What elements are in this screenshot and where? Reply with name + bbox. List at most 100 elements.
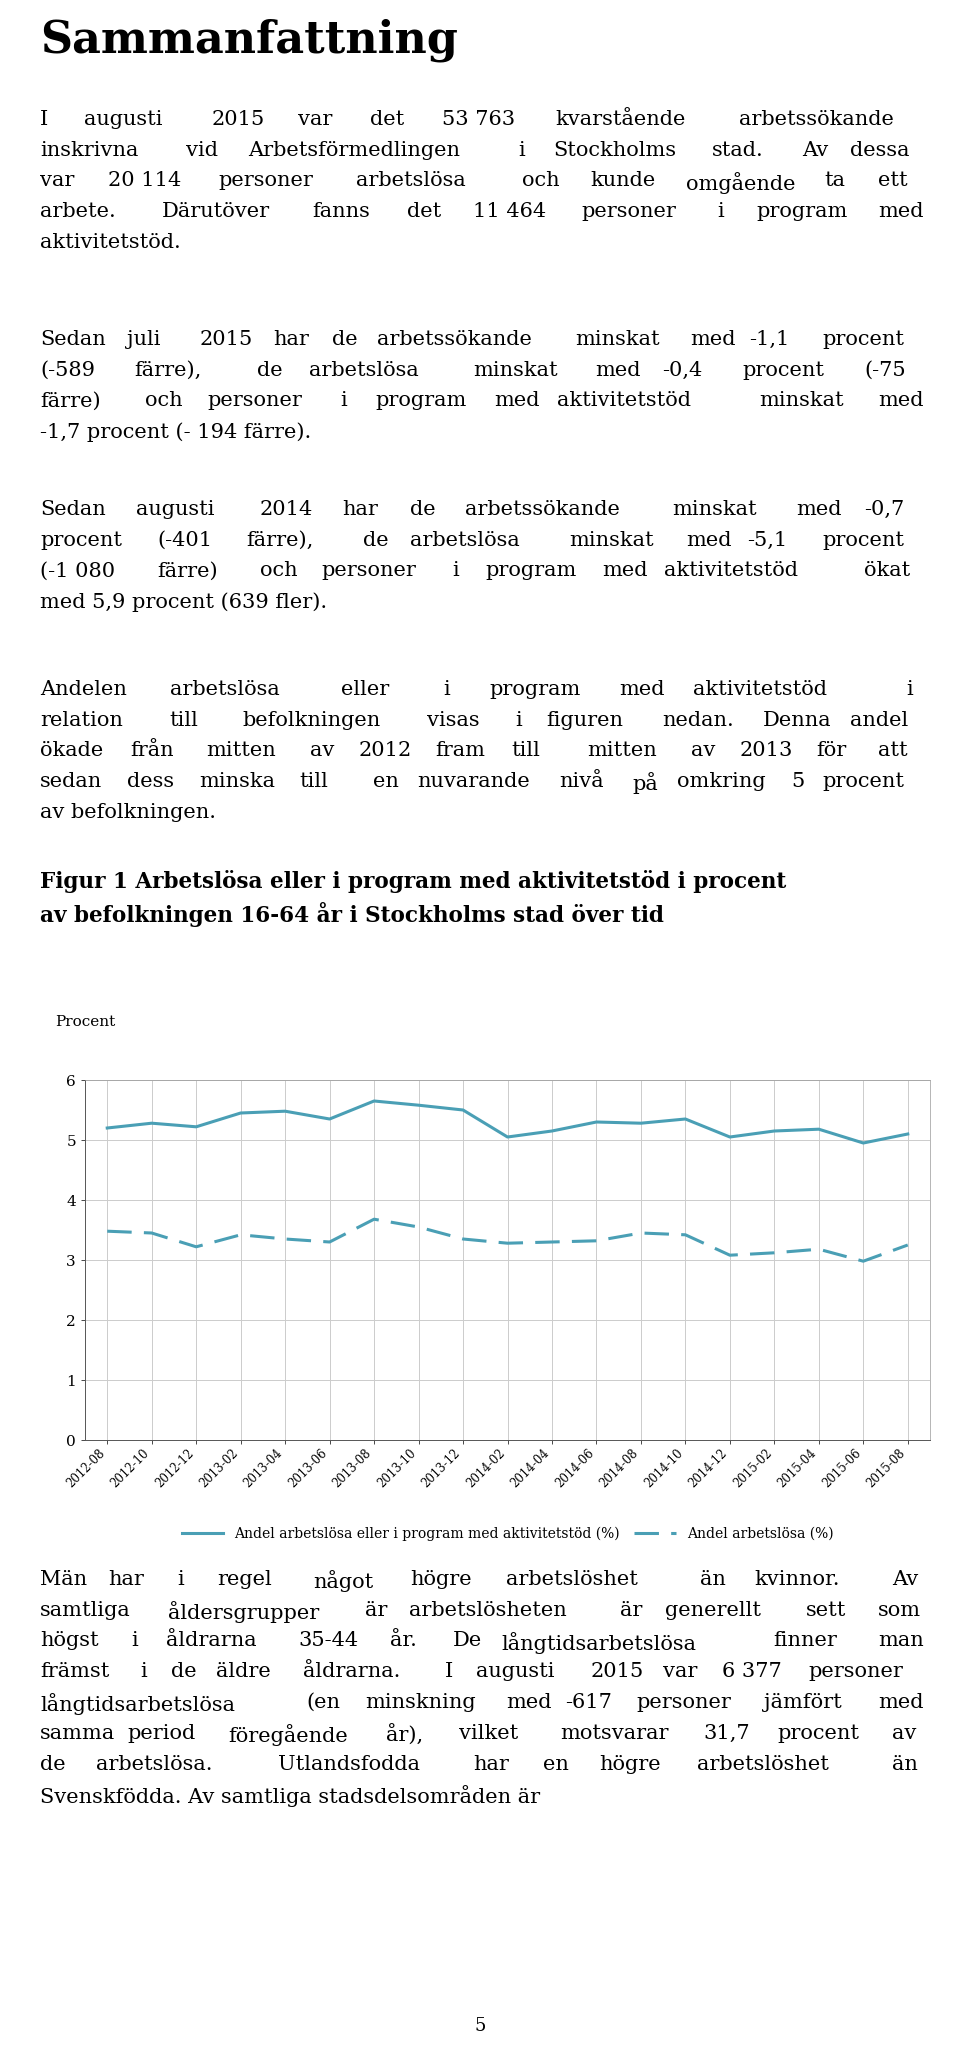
Text: mitten: mitten: [588, 741, 657, 760]
Text: en: en: [542, 1755, 568, 1774]
Text: augusti: augusti: [84, 109, 163, 128]
Text: personer: personer: [218, 171, 313, 190]
Text: arbetslösa.: arbetslösa.: [96, 1755, 213, 1774]
Text: dessa: dessa: [851, 140, 910, 159]
Text: inskrivna: inskrivna: [40, 140, 138, 159]
Text: i: i: [518, 140, 525, 159]
Text: minskat: minskat: [576, 330, 660, 349]
Text: 2015: 2015: [212, 109, 265, 128]
Text: högre: högre: [410, 1569, 471, 1588]
Text: vid: vid: [185, 140, 218, 159]
Text: långtidsarbetslösa: långtidsarbetslösa: [502, 1631, 697, 1654]
Text: finner: finner: [774, 1631, 837, 1650]
Text: arbetslösa: arbetslösa: [356, 171, 466, 190]
Text: jämfört: jämfört: [764, 1693, 842, 1712]
Text: befolkningen: befolkningen: [243, 710, 381, 729]
Text: med: med: [494, 392, 540, 411]
Text: aktivitetstöd.: aktivitetstöd.: [40, 233, 180, 252]
Text: de: de: [172, 1662, 197, 1681]
Text: 35-44: 35-44: [299, 1631, 359, 1650]
Text: i: i: [140, 1662, 147, 1681]
Text: nedan.: nedan.: [661, 710, 733, 729]
Text: kvarstående: kvarstående: [556, 109, 686, 128]
Text: -1,7 procent (- 194 färre).: -1,7 procent (- 194 färre).: [40, 421, 311, 442]
Text: arbetslösa: arbetslösa: [170, 679, 279, 698]
Text: Av: Av: [803, 140, 828, 159]
Text: Figur 1 Arbetslösa eller i program med aktivitetstöd i procent: Figur 1 Arbetslösa eller i program med a…: [40, 869, 786, 892]
Text: 5: 5: [474, 2018, 486, 2034]
Text: procent: procent: [40, 531, 122, 549]
Text: (-75: (-75: [864, 361, 906, 380]
Text: regel: regel: [217, 1569, 273, 1588]
Text: ta: ta: [824, 171, 845, 190]
Text: Arbetsförmedlingen: Arbetsförmedlingen: [248, 140, 460, 159]
Text: färre): färre): [156, 562, 218, 580]
Text: nivå: nivå: [560, 772, 604, 791]
Text: med: med: [603, 562, 648, 580]
Text: långtidsarbetslösa: långtidsarbetslösa: [40, 1693, 235, 1716]
Text: figuren: figuren: [546, 710, 624, 729]
Text: kvinnor.: kvinnor.: [755, 1569, 840, 1588]
Text: procent: procent: [823, 772, 904, 791]
Text: minskat: minskat: [473, 361, 558, 380]
Text: Sedan: Sedan: [40, 500, 106, 518]
Text: Stockholms: Stockholms: [553, 140, 676, 159]
Text: har: har: [273, 330, 309, 349]
Text: arbetslösa: arbetslösa: [309, 361, 419, 380]
Text: sett: sett: [806, 1600, 847, 1619]
Text: i: i: [515, 710, 521, 729]
Text: dess: dess: [127, 772, 174, 791]
Text: 2012: 2012: [359, 741, 412, 760]
Text: (-1 080: (-1 080: [40, 562, 115, 580]
Text: år),: år),: [386, 1724, 422, 1745]
Text: personer: personer: [808, 1662, 903, 1681]
Text: procent: procent: [742, 361, 825, 380]
Text: är: är: [365, 1600, 387, 1619]
Text: andel: andel: [851, 710, 909, 729]
Text: att: att: [878, 741, 908, 760]
Text: Sammanfattning: Sammanfattning: [40, 19, 458, 62]
Text: -5,1: -5,1: [748, 531, 787, 549]
Text: Procent: Procent: [55, 1016, 115, 1028]
Text: procent: procent: [823, 330, 904, 349]
Text: åldrarna.: åldrarna.: [303, 1662, 400, 1681]
Text: personer: personer: [322, 562, 417, 580]
Text: 53 763: 53 763: [442, 109, 516, 128]
Text: det: det: [406, 202, 441, 221]
Text: 6 377: 6 377: [722, 1662, 781, 1681]
Text: och: och: [260, 562, 298, 580]
Text: minskat: minskat: [759, 392, 844, 411]
Text: juli: juli: [127, 330, 160, 349]
Text: högre: högre: [599, 1755, 660, 1774]
Text: av befolkningen 16-64 år i Stockholms stad över tid: av befolkningen 16-64 år i Stockholms st…: [40, 902, 664, 927]
Text: med: med: [690, 330, 736, 349]
Text: procent: procent: [823, 531, 904, 549]
Text: de: de: [40, 1755, 65, 1774]
Text: av: av: [892, 1724, 917, 1743]
Text: som: som: [878, 1600, 922, 1619]
Text: i: i: [443, 679, 449, 698]
Text: och: och: [145, 392, 182, 411]
Text: -617: -617: [564, 1693, 612, 1712]
Text: aktivitetstöd: aktivitetstöd: [664, 562, 798, 580]
Text: fanns: fanns: [312, 202, 370, 221]
Text: (-401: (-401: [156, 531, 212, 549]
Text: personer: personer: [207, 392, 302, 411]
Text: äldre: äldre: [216, 1662, 271, 1681]
Text: något: något: [314, 1569, 373, 1592]
Text: mitten: mitten: [206, 741, 276, 760]
Text: arbetslösheten: arbetslösheten: [409, 1600, 567, 1619]
Text: med: med: [878, 392, 924, 411]
Text: Utlandsfodda: Utlandsfodda: [277, 1755, 420, 1774]
Text: på: på: [633, 772, 659, 795]
Text: I: I: [40, 109, 48, 128]
Text: i: i: [131, 1631, 137, 1650]
Text: nuvarande: nuvarande: [418, 772, 530, 791]
Text: I: I: [445, 1662, 453, 1681]
Text: främst: främst: [40, 1662, 109, 1681]
Text: -0,7: -0,7: [864, 500, 904, 518]
Text: det: det: [370, 109, 404, 128]
Text: (-589: (-589: [40, 361, 95, 380]
Text: än: än: [892, 1755, 918, 1774]
Text: arbetssökande: arbetssökande: [739, 109, 894, 128]
